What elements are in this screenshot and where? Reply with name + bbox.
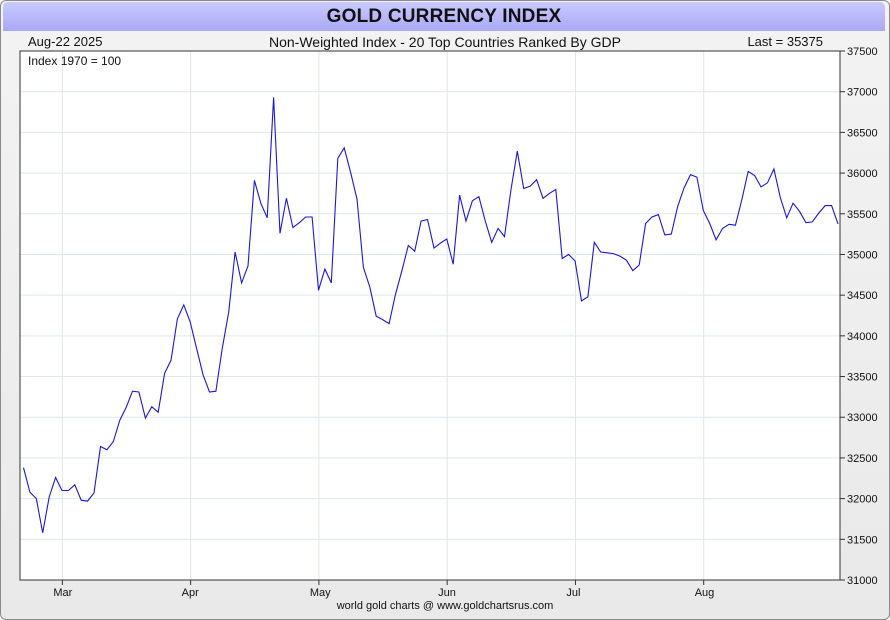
plot-border [19, 50, 841, 581]
chart-subtitle: Non-Weighted Index - 20 Top Countries Ra… [268, 34, 621, 50]
last-value: Last = 35375 [747, 34, 823, 49]
y-tick-label: 34500 [847, 290, 878, 302]
index-annotation: Index 1970 = 100 [28, 54, 121, 68]
x-tick-label: Mar [53, 587, 72, 599]
footer-credit: world gold charts @ www.goldchartsrus.co… [336, 600, 554, 612]
y-tick-label: 35500 [847, 209, 878, 221]
y-tick-label: 37500 [847, 46, 878, 58]
y-tick-label: 31000 [847, 575, 878, 587]
y-tick-label: 36500 [847, 127, 878, 139]
y-tick-label: 31500 [847, 534, 878, 546]
x-tick-label: Aug [695, 587, 715, 599]
x-tick-label: Apr [182, 587, 199, 599]
y-tick-label: 34000 [847, 331, 878, 343]
y-tick-label: 32000 [847, 494, 878, 506]
y-tick-label: 35000 [847, 249, 878, 261]
y-tick-label: 33000 [847, 412, 878, 424]
y-tick-label: 32500 [847, 453, 878, 465]
series-line [22, 97, 839, 533]
x-tick-label: Jul [566, 587, 580, 599]
y-tick-label: 36000 [847, 168, 878, 180]
plot-area [20, 51, 840, 580]
x-tick-label: May [310, 587, 331, 599]
y-tick-label: 37000 [847, 87, 878, 99]
chart-title: GOLD CURRENCY INDEX [326, 6, 562, 27]
chart-date: Aug-22 2025 [28, 34, 103, 49]
x-tick-label: Jun [438, 587, 456, 599]
title-bar: GOLD CURRENCY INDEX [3, 2, 885, 31]
y-tick-label: 33500 [847, 372, 878, 384]
